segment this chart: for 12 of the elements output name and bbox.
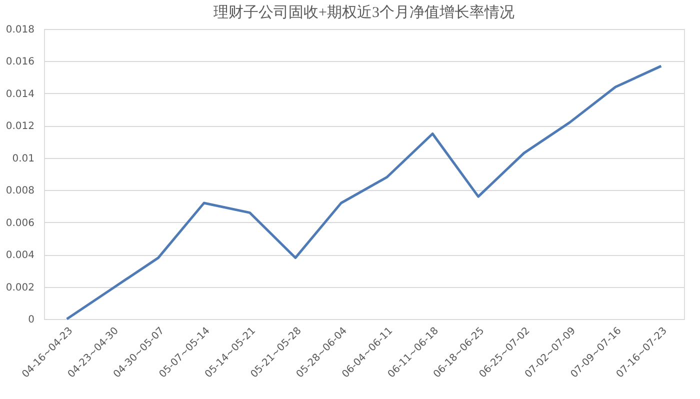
y-tick-label: 0.008 [6,186,34,197]
y-tick-label: 0.018 [6,24,34,36]
y-tick-label: 0.002 [6,282,34,294]
y-tick-label: 0 [28,314,34,326]
chart-title: 理财子公司固收+期权近3个月净值增长率情况 [214,4,514,21]
y-tick-label: 0.006 [6,218,34,229]
y-tick-label: 0.004 [6,250,34,262]
line-series [66,64,662,320]
y-tick-label: 0.01 [12,153,34,164]
y-tick-label: 0.012 [6,121,34,132]
y-tick-label: 0.014 [6,88,34,100]
y-tick-label: 0.016 [6,56,34,68]
